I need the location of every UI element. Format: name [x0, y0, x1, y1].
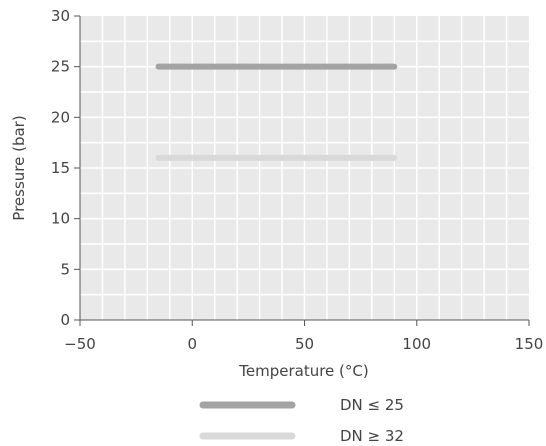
axes — [74, 15, 530, 326]
y-tick-label: 0 — [60, 311, 70, 329]
grid — [80, 16, 529, 320]
x-tick-label: 50 — [295, 335, 314, 353]
y-axis-title: Pressure (bar) — [10, 115, 28, 220]
series-layer — [155, 63, 398, 161]
y-tick-label: 20 — [51, 108, 70, 126]
x-tick-label: 150 — [515, 335, 544, 353]
x-tick-label: −50 — [64, 335, 96, 353]
y-tick-label: 30 — [51, 7, 70, 25]
tick-labels: 0 5 10 15 20 25 30 −50 0 50 100 150 — [51, 7, 543, 353]
legend-label-1: DN ≤ 25 — [340, 396, 404, 414]
y-tick-label: 5 — [60, 260, 70, 278]
legend: DN ≤ 25 DN ≥ 32 — [199, 396, 404, 445]
x-tick-label: 100 — [402, 335, 431, 353]
legend-label-2: DN ≥ 32 — [340, 427, 404, 445]
x-axis-title: Temperature (°C) — [238, 362, 368, 380]
y-tick-label: 10 — [51, 210, 70, 228]
x-tick-label: 0 — [187, 335, 197, 353]
y-tick-label: 25 — [51, 58, 70, 76]
y-tick-label: 15 — [51, 159, 70, 177]
